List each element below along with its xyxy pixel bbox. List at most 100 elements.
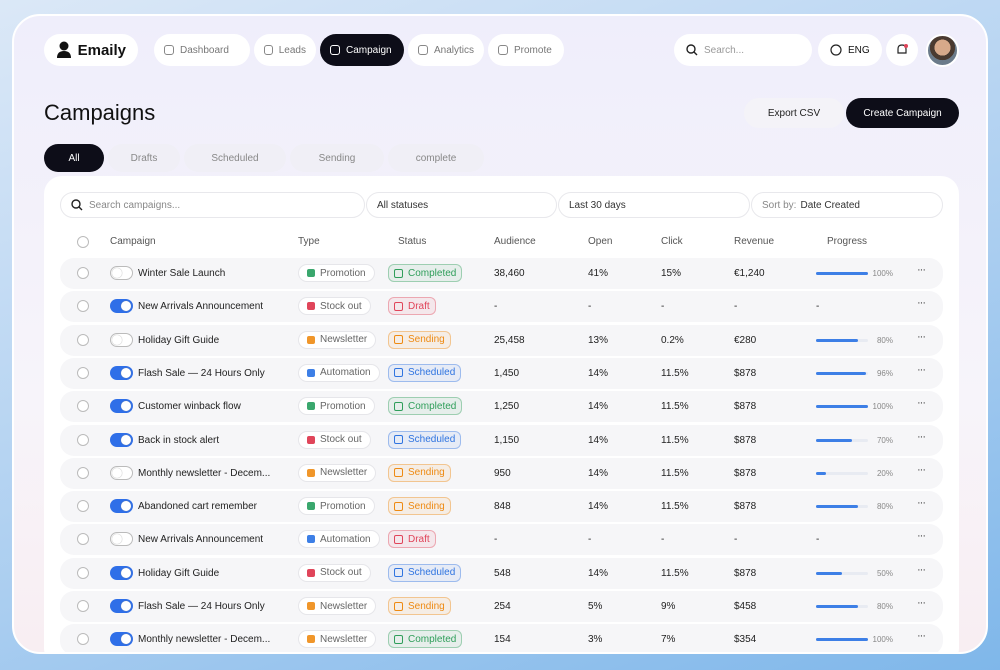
nav-item[interactable]: Analytics (408, 34, 484, 66)
toggle[interactable] (110, 465, 133, 480)
app-window: Emaily Dashboard Leads Campaign Analytics Pr… (12, 14, 988, 654)
toggle[interactable] (110, 632, 133, 647)
nav-item[interactable]: Dashboard (154, 34, 250, 66)
language[interactable]: ENG (818, 34, 882, 66)
row-checkbox[interactable] (77, 533, 89, 546)
avatar[interactable] (926, 34, 959, 67)
status-badge: Sending (388, 330, 451, 349)
cell-click: 11.5% (661, 567, 689, 579)
nav-item[interactable]: Promote (488, 34, 564, 66)
cell-audience: 1,450 (494, 367, 520, 379)
row-checkbox[interactable] (77, 600, 89, 612)
status-label: Scheduled (408, 567, 456, 579)
tab[interactable]: Scheduled (184, 144, 286, 172)
row-menu[interactable]: ··· (917, 297, 926, 310)
nav-label: Campaign (346, 44, 392, 56)
toggle[interactable] (110, 332, 133, 347)
toggle-knob (121, 634, 131, 645)
table-row: Flash Sale — 24 Hours Only Automation Sche… (60, 357, 943, 389)
create-button[interactable]: Create Campaign (846, 98, 959, 128)
row-menu[interactable]: ··· (917, 497, 926, 510)
row-menu[interactable]: ··· (917, 264, 926, 276)
row-checkbox[interactable] (77, 633, 89, 646)
row-menu[interactable]: ··· (917, 530, 926, 543)
search[interactable]: Search... (674, 34, 812, 66)
tab[interactable]: Drafts (108, 144, 180, 172)
row-menu[interactable]: ··· (917, 330, 926, 343)
row-checkbox[interactable] (77, 267, 89, 279)
column-header: Progress (827, 236, 868, 247)
row-checkbox[interactable] (77, 500, 89, 513)
type-icon (307, 535, 315, 544)
toggle[interactable] (110, 266, 133, 280)
table-row: Winter Sale Launch Promotion Completed 38,4… (60, 258, 943, 289)
status-icon (394, 534, 403, 544)
toggle[interactable] (110, 499, 133, 514)
status-label: Draft (408, 533, 430, 545)
toggle[interactable] (110, 599, 133, 613)
nav-item[interactable]: Leads (254, 34, 316, 66)
row-checkbox[interactable] (77, 433, 89, 446)
toggle[interactable] (110, 399, 133, 414)
type-label: Newsletter (320, 467, 368, 479)
tab[interactable]: All (44, 144, 104, 172)
nav-item[interactable]: Campaign (320, 34, 404, 66)
toggle[interactable] (110, 299, 133, 314)
cell-audience: 38,460 (494, 268, 525, 279)
range-filter[interactable]: Last 30 days (558, 192, 750, 218)
toggle-knob (112, 534, 122, 545)
row-checkbox[interactable] (77, 333, 89, 346)
row-menu[interactable]: ··· (917, 363, 926, 376)
notifications[interactable] (886, 34, 918, 66)
progress-label: 100% (872, 402, 893, 412)
nav-icon (164, 45, 174, 55)
status-badge: Scheduled (388, 430, 462, 449)
progress-label: 80% (876, 335, 893, 345)
toggle[interactable] (110, 365, 133, 380)
status-label: Sending (408, 334, 445, 346)
cell-revenue: €280 (734, 334, 757, 346)
progress-label: 100% (872, 269, 893, 278)
table-row: Customer winback flow Promotion Completed 1… (60, 391, 943, 423)
type-badge: Promotion (298, 497, 375, 516)
type-badge: Stock out (298, 430, 371, 449)
campaign-search[interactable]: Search campaigns... (60, 192, 365, 218)
row-menu[interactable]: ··· (917, 563, 926, 576)
cell-open: 14% (588, 467, 609, 479)
campaign-name: Monthly newsletter - Decem... (138, 467, 271, 479)
status-badge: Completed (388, 264, 463, 282)
row-checkbox[interactable] (77, 566, 89, 579)
row-checkbox[interactable] (77, 300, 89, 313)
row-checkbox[interactable] (77, 400, 89, 413)
progress-track (816, 571, 868, 575)
progress-bar (816, 272, 868, 275)
toggle[interactable] (110, 565, 133, 580)
type-label: Stock out (320, 300, 362, 312)
row-menu[interactable]: ··· (917, 430, 926, 443)
cell-open: 14% (588, 434, 609, 446)
progress-empty: - (816, 534, 820, 546)
nav-label: Dashboard (180, 44, 229, 56)
column-header: Revenue (734, 236, 775, 247)
row-menu[interactable]: ··· (917, 597, 926, 609)
progress-bar (816, 605, 858, 608)
progress-label: 50% (876, 568, 893, 578)
tab[interactable]: Sending (290, 144, 384, 172)
cell-revenue: - (734, 301, 738, 313)
row-menu[interactable]: ··· (917, 630, 926, 643)
status-badge: Scheduled (388, 363, 462, 382)
progress-bar (816, 371, 866, 375)
export-button[interactable]: Export CSV (744, 98, 844, 128)
toggle[interactable] (110, 532, 133, 547)
status-badge: Completed (388, 630, 463, 649)
row-menu[interactable]: ··· (917, 397, 926, 410)
row-checkbox[interactable] (77, 366, 89, 379)
tab[interactable]: complete (388, 144, 484, 172)
row-menu[interactable]: ··· (917, 463, 926, 476)
select-all[interactable] (77, 236, 89, 248)
sort-filter[interactable]: Sort by: Date Created (751, 192, 943, 218)
row-checkbox[interactable] (77, 466, 89, 479)
toggle[interactable] (110, 432, 133, 447)
status-filter[interactable]: All statuses (366, 192, 557, 218)
status-label: Completed (408, 633, 457, 645)
